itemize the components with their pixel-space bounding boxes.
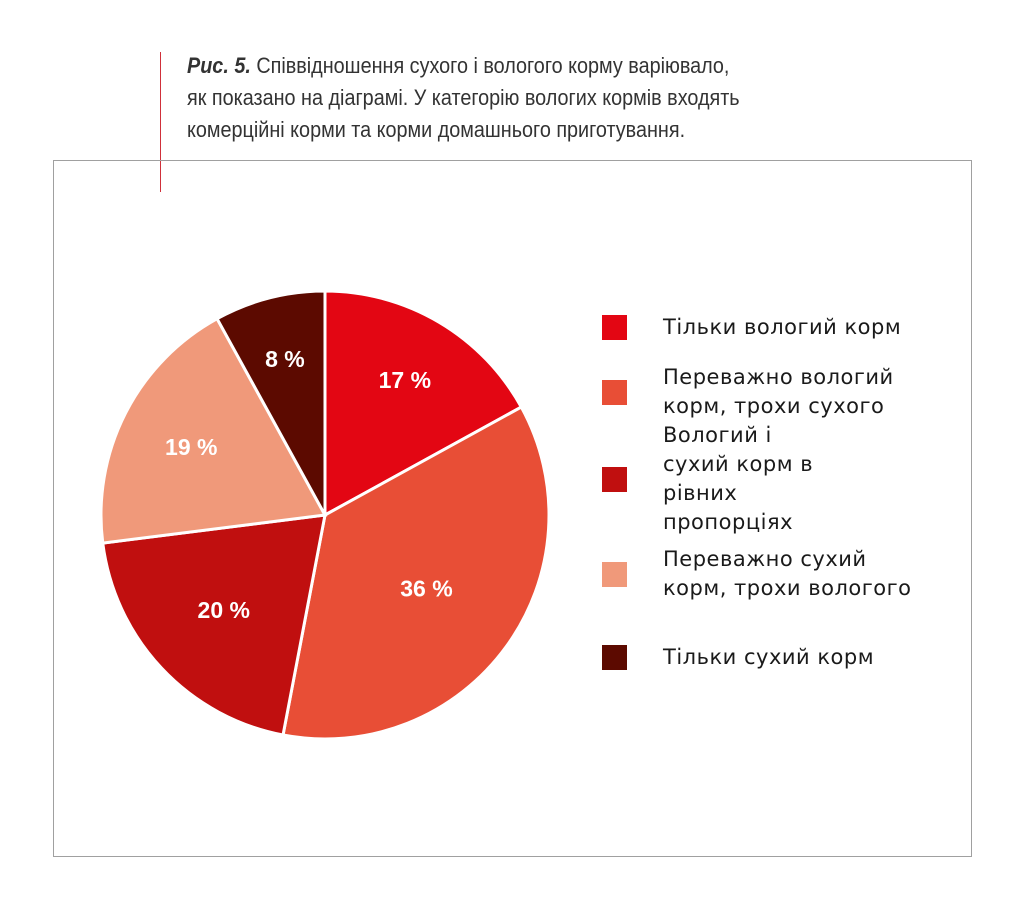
caption-line-3: комерційні корми та корми домашнього при… (187, 117, 686, 142)
legend-label: Вологий і сухий корм в рівних пропорціях (663, 423, 814, 534)
legend-swatch (602, 644, 627, 670)
legend-label: Тільки вологий корм (663, 314, 902, 339)
legend-label: Переважно вологий корм, трохи сухого (663, 365, 894, 418)
legend-swatch (602, 314, 627, 340)
legend-swatch (602, 561, 627, 587)
pie-slice (323, 289, 524, 518)
slice-label: 8 % (265, 346, 305, 372)
legend-swatch (602, 466, 627, 492)
legend-item: Тільки сухий корм (602, 643, 963, 672)
accent-line (160, 52, 161, 192)
pie-slice (101, 513, 327, 737)
legend-label: Тільки сухий корм (663, 644, 875, 669)
legend-item: Переважно вологий корм, трохи сухого (602, 363, 933, 421)
caption-prefix: Рис. 5. (187, 53, 251, 78)
legend-swatch (602, 379, 627, 405)
legend-item: Вологий і сухий корм в рівних пропорціях (602, 421, 843, 537)
legend-item: Переважно сухий корм, трохи вологого (602, 545, 933, 603)
pie-slice (281, 405, 551, 741)
legend-item: Тільки вологий корм (602, 313, 963, 342)
slice-label: 17 % (379, 367, 431, 393)
pie-slice (99, 316, 328, 545)
legend-label: Переважно сухий корм, трохи вологого (663, 547, 912, 600)
pie-slice (215, 289, 327, 516)
slice-label: 36 % (400, 576, 452, 602)
figure-caption: Рис. 5. Співвідношення сухого і вологого… (187, 50, 871, 146)
caption-line-1: Співвідношення сухого і вологого корму в… (250, 53, 730, 78)
slice-label: 20 % (198, 597, 250, 623)
caption-line-2: як показано на діаграмі. У категорію вол… (187, 85, 740, 110)
slice-label: 19 % (165, 434, 217, 460)
chart-frame (53, 160, 972, 857)
